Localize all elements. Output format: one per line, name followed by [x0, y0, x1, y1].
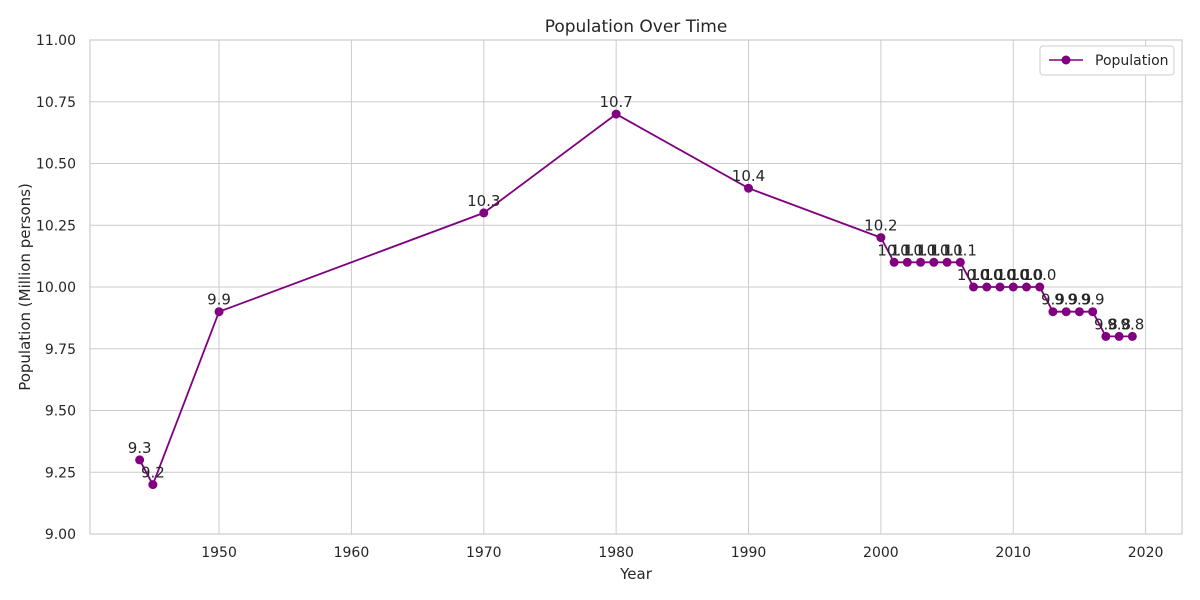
y-tick-label: 10.75 [36, 95, 76, 111]
data-point [982, 282, 992, 292]
x-tick-label: 1960 [334, 545, 370, 561]
data-label: 10.1 [904, 241, 937, 259]
data-label: 9.9 [1081, 291, 1105, 309]
data-point [1061, 307, 1071, 317]
y-tick-label: 10.50 [36, 157, 76, 173]
data-point [876, 233, 886, 243]
data-point [1074, 307, 1084, 317]
x-tick-label: 2020 [1128, 545, 1164, 561]
x-tick-label: 1980 [598, 545, 634, 561]
data-label: 9.9 [207, 291, 231, 309]
x-tick-label: 1990 [731, 545, 767, 561]
data-point [1088, 307, 1098, 317]
data-label: 10.1 [917, 241, 950, 259]
x-tick-label: 1970 [466, 545, 502, 561]
data-label: 10.3 [467, 192, 500, 210]
data-label: 10.1 [891, 241, 924, 259]
data-label: 10.7 [599, 93, 632, 111]
data-point [942, 257, 952, 267]
data-label: 10.0 [1010, 266, 1043, 284]
series-layer [135, 109, 1137, 490]
data-point [889, 257, 899, 267]
data-point [1008, 282, 1018, 292]
data-label: 10.1 [930, 241, 963, 259]
data-label: 10.0 [957, 266, 990, 284]
legend-box [1039, 45, 1175, 76]
y-tick-label: 11.00 [36, 33, 76, 49]
data-point [1021, 282, 1031, 292]
data-label: 9.9 [1041, 291, 1065, 309]
data-label: 10.0 [983, 266, 1016, 284]
data-label: 9.8 [1120, 315, 1144, 333]
data-point [611, 109, 621, 119]
x-tick-label: 1950 [201, 545, 237, 561]
data-point [1114, 331, 1124, 341]
data-point [995, 282, 1005, 292]
data-point [479, 208, 489, 218]
y-tick-label: 9.75 [45, 342, 76, 358]
data-label: 10.0 [970, 266, 1003, 284]
data-label: 10.0 [1023, 266, 1056, 284]
data-point [214, 307, 224, 317]
data-point [929, 257, 939, 267]
data-labels: 9.39.29.910.310.710.410.210.110.110.110.… [128, 93, 1145, 482]
data-point [135, 455, 145, 465]
data-point [916, 257, 926, 267]
x-axis-ticks: 1950 1960 1970 1980 1990 2000 2010 2020 [201, 545, 1163, 561]
data-label: 10.2 [864, 217, 897, 235]
data-point [1035, 282, 1045, 292]
y-axis-ticks: 9.00 9.25 9.50 9.75 10.00 10.25 10.50 10.75 11.0… [36, 33, 76, 543]
data-point [969, 282, 979, 292]
data-label: 9.3 [128, 439, 152, 457]
data-label: 9.9 [1054, 291, 1078, 309]
data-label: 9.8 [1107, 315, 1131, 333]
y-tick-label: 9.00 [45, 527, 76, 543]
data-label: 9.8 [1094, 315, 1118, 333]
legend-marker-sample [1061, 55, 1071, 65]
chart-title: Population Over Time [545, 17, 728, 37]
data-point [902, 257, 912, 267]
data-point [148, 480, 158, 490]
data-point [744, 183, 754, 193]
data-point [1101, 331, 1111, 341]
y-tick-label: 9.25 [45, 465, 76, 481]
plot-frame [89, 39, 1183, 535]
y-tick-label: 10.25 [36, 218, 76, 234]
y-axis-label: Population (Million persons) [16, 183, 34, 391]
x-tick-label: 2000 [863, 545, 899, 561]
legend-entry-population: Population [1095, 53, 1169, 69]
series-line-population [138, 113, 1133, 487]
data-label: 10.0 [997, 266, 1030, 284]
data-label: 10.1 [877, 241, 910, 259]
x-tick-label: 2010 [995, 545, 1031, 561]
y-tick-label: 9.50 [45, 404, 76, 420]
data-label: 9.9 [1067, 291, 1091, 309]
x-axis-label: Year [619, 565, 653, 583]
data-point [1048, 307, 1058, 317]
data-label: 9.2 [141, 464, 165, 482]
data-label: 10.4 [732, 167, 765, 185]
y-tick-label: 10.00 [36, 280, 76, 296]
data-point [955, 257, 965, 267]
data-label: 10.1 [944, 241, 977, 259]
legend: Population [1039, 45, 1175, 76]
data-point [1127, 331, 1137, 341]
